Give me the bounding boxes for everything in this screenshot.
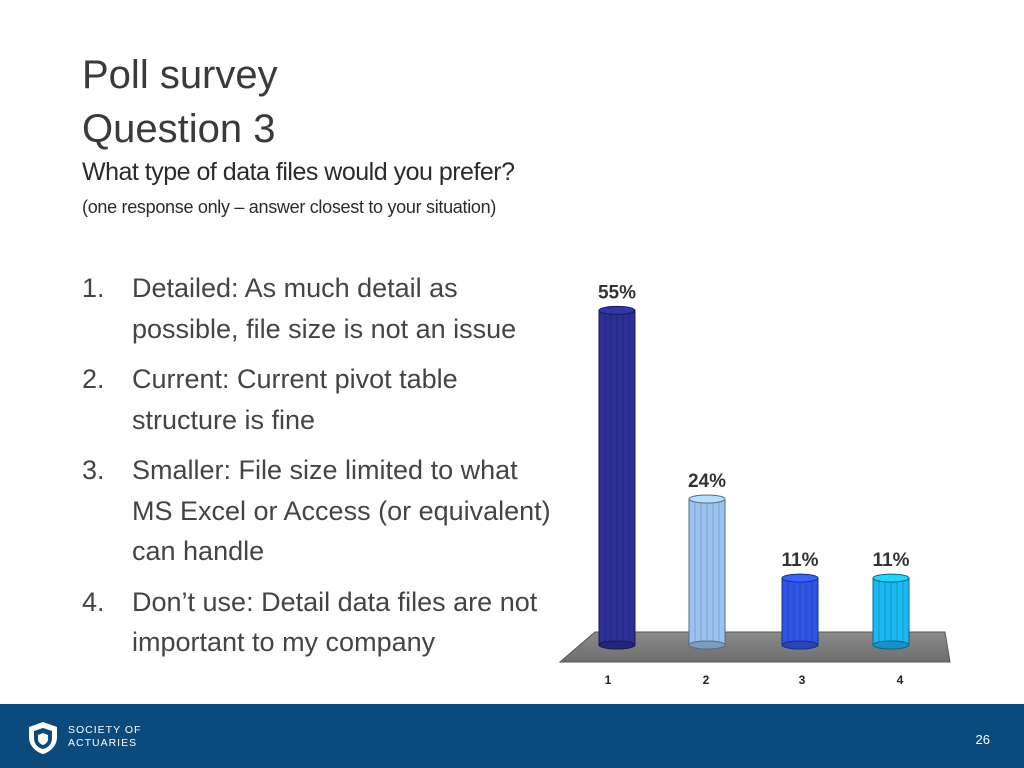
footer-bar: SOCIETY OF ACTUARIES 26 [0,704,1024,768]
slide-title: Poll survey Question 3 [82,48,278,156]
x-tick-label: 1 [605,673,612,687]
question-text: What type of data files would you prefer… [82,158,515,186]
option-text: Detailed: As much detail as possible, fi… [132,273,517,344]
data-label: 11% [782,550,819,571]
option-text: Current: Current pivot table structure i… [132,364,458,435]
option-text: Don’t use: Detail data files are not imp… [132,586,538,658]
option-item: 3. Smaller: File size limited to what MS… [82,450,562,572]
chart-floor [558,631,951,663]
option-number: 4. [82,586,105,617]
title-line-2: Question 3 [82,107,276,151]
x-tick-label: 2 [703,673,710,687]
option-text: Smaller: File size limited to what MS Ex… [132,455,551,566]
answer-options-list: 1. Detailed: As much detail as possible,… [82,268,562,673]
title-line-1: Poll survey [82,53,278,97]
data-label: 24% [688,471,726,492]
data-label: 11% [873,550,910,571]
org-line-2: ACTUARIES [68,737,138,749]
option-item: 1. Detailed: As much detail as possible,… [82,268,562,349]
option-number: 1. [82,273,105,303]
option-item: 2. Current: Current pivot table structur… [82,359,562,440]
organization-name: SOCIETY OF ACTUARIES [68,724,141,750]
option-number: 2. [82,364,105,394]
page-number: 26 [975,732,990,747]
x-tick-label: 4 [897,673,904,687]
data-label: 55% [598,282,636,303]
org-line-1: SOCIETY OF [68,724,142,736]
option-number: 3. [82,455,105,485]
bar-1 [598,305,636,650]
bars-group [598,305,910,650]
question-note: (one response only – answer closest to y… [82,197,497,217]
x-tick-label: 3 [799,673,806,687]
bar-4 [872,573,910,650]
soa-shield-logo-icon [29,722,57,754]
poll-bar-chart: 55% 24% 11% 11% 1 2 3 4 [558,282,951,687]
data-labels-group: 55% 24% 11% 11% [598,282,910,571]
option-item: 4. Don’t use: Detail data files are not … [82,582,562,663]
x-tick-labels-group: 1 2 3 4 [605,673,904,687]
bar-2 [688,494,726,650]
bar-3 [781,573,819,650]
